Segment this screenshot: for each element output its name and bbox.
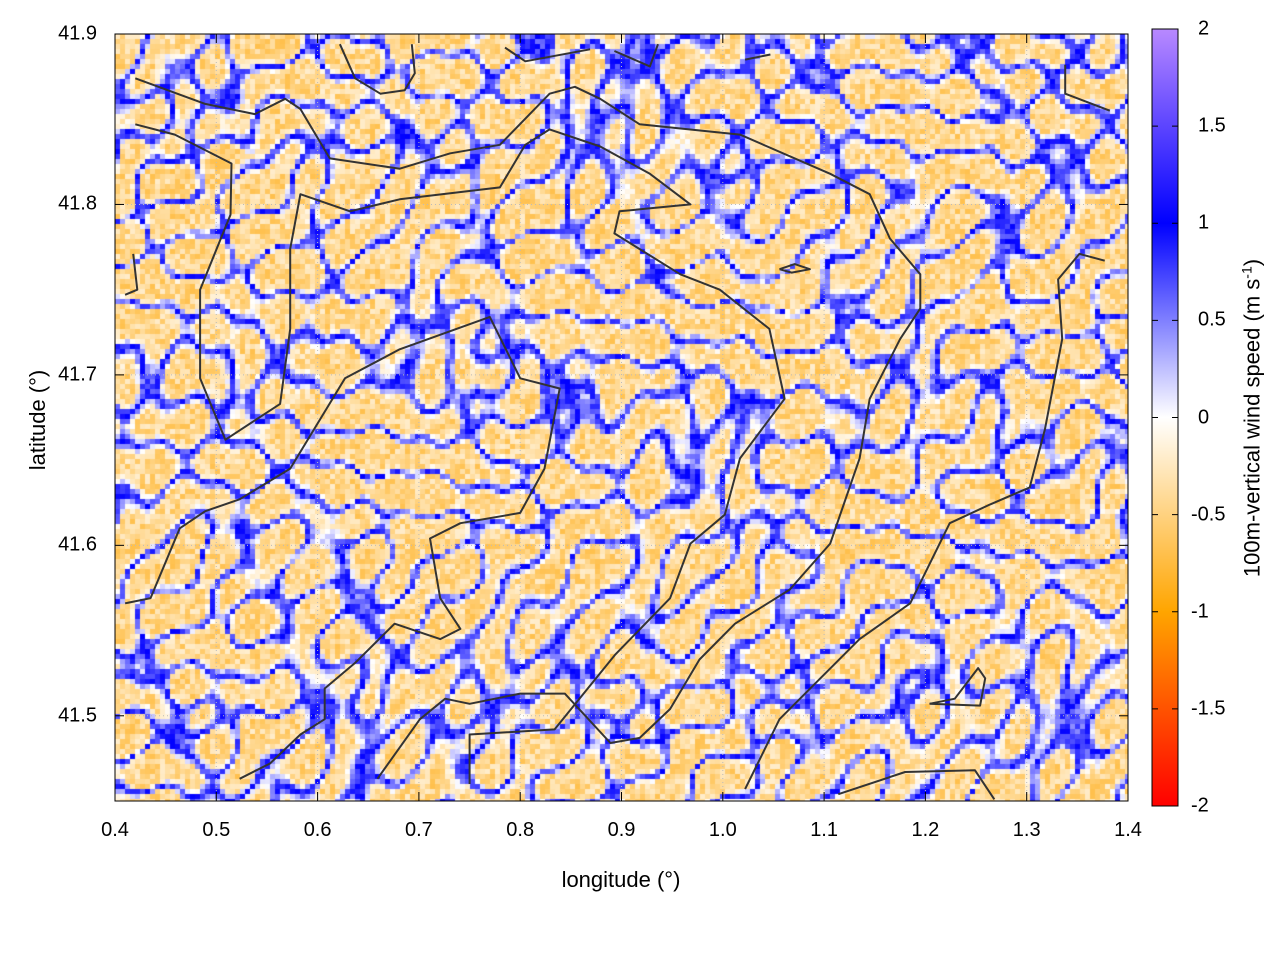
contour-line xyxy=(779,263,811,274)
y-tick-label: 41.7 xyxy=(58,363,97,386)
colorbar-ticks xyxy=(1152,28,1178,807)
contour-line xyxy=(929,667,987,707)
colorbar-tick-label: -2 xyxy=(1191,794,1209,817)
y-tick-label: 41.9 xyxy=(58,22,97,45)
contour-line xyxy=(1064,64,1111,112)
grid xyxy=(114,33,1129,801)
x-tick-label: 1.4 xyxy=(1114,819,1142,841)
y-axis-label: latitude (°) xyxy=(25,369,50,471)
colorbar-tick-label: -1 xyxy=(1191,600,1209,623)
x-tick-label: 0.9 xyxy=(607,819,636,841)
colorbar-tick-label: 0.5 xyxy=(1198,308,1226,331)
contour-line xyxy=(614,43,659,68)
x-tick-label: 0.7 xyxy=(404,819,433,841)
x-tick-label: 1.0 xyxy=(708,819,737,841)
plot-frame xyxy=(114,33,1129,802)
x-tick-label: 0.8 xyxy=(506,819,535,841)
colorbar-tick-label: 0 xyxy=(1198,406,1210,428)
colorbar-tick-label: -0.5 xyxy=(1191,503,1226,526)
x-tick-label: 0.5 xyxy=(202,819,231,841)
colorbar-tick-label: -1.5 xyxy=(1191,697,1226,720)
y-tick-label: 41.8 xyxy=(58,192,97,215)
x-tick-label: 1.1 xyxy=(810,819,838,841)
contour-line xyxy=(124,253,139,296)
contour-line xyxy=(744,252,1105,790)
x-tick-label: 1.2 xyxy=(911,819,940,841)
x-tick-label: 0.4 xyxy=(101,819,129,841)
contour-line xyxy=(124,315,561,780)
tick-marks xyxy=(114,33,1129,801)
contour-line xyxy=(504,46,591,63)
contour-line xyxy=(135,123,786,784)
y-tick-label: 41.5 xyxy=(58,704,97,727)
colorbar-tick-label: 1.5 xyxy=(1198,114,1226,137)
x-tick-label: 1.3 xyxy=(1012,819,1041,841)
y-tick-label: 41.6 xyxy=(58,533,97,556)
colorbar-label-text: 100m-vertical wind speed (m s xyxy=(1239,278,1265,578)
heatmap-field xyxy=(115,34,1128,801)
contour-line xyxy=(744,53,771,61)
colorbar-label-exponent: -1 xyxy=(1238,266,1255,279)
colorbar-label: 100m-vertical wind speed (m s-1) xyxy=(1238,259,1265,577)
contour-line xyxy=(837,769,996,800)
contour-line xyxy=(338,43,416,95)
colorbar-tick-label: 2 xyxy=(1198,17,1210,40)
colorbar-tick-label: 1 xyxy=(1198,211,1210,234)
contour-line xyxy=(134,77,922,780)
contour-lines xyxy=(124,43,1111,800)
colorbar-label-close: ) xyxy=(1239,258,1265,267)
x-axis-label: longitude (°) xyxy=(561,867,681,892)
x-tick-label: 0.6 xyxy=(303,819,332,841)
